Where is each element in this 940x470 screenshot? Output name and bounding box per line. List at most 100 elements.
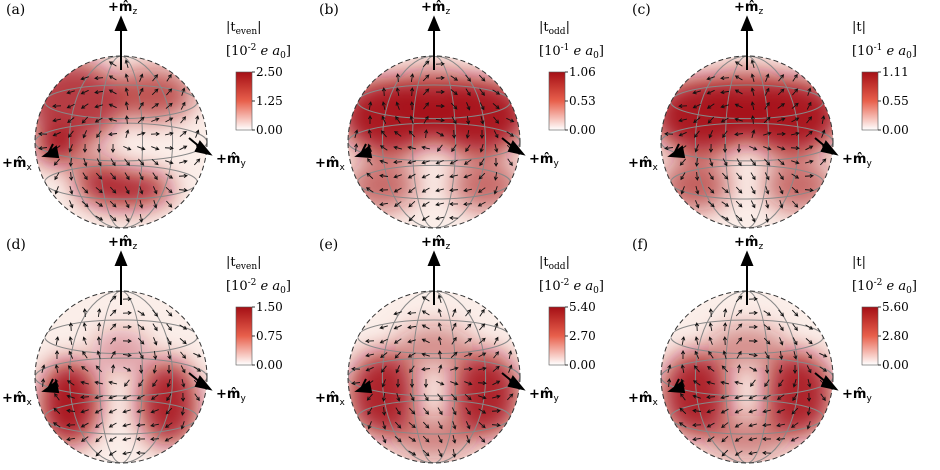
axis-subscript: z xyxy=(132,7,138,17)
field-arrow xyxy=(750,101,755,111)
field-arrow xyxy=(706,436,715,442)
field-arrow xyxy=(166,323,172,331)
field-arrow xyxy=(54,350,60,360)
field-arrow xyxy=(179,338,187,345)
unit-symbol: e a xyxy=(256,44,281,59)
field-arrow xyxy=(124,59,129,68)
field-arrow xyxy=(109,309,117,317)
field-arrow xyxy=(706,409,715,414)
field-arrow xyxy=(194,393,200,402)
field-arrow xyxy=(381,379,386,388)
field-arrow xyxy=(122,409,131,414)
field-arrow xyxy=(748,409,757,414)
field-arrow xyxy=(452,129,457,139)
field-arrow xyxy=(365,353,375,358)
colorbar-tick: 1.11 xyxy=(882,65,909,79)
panel-a: (a) |teven| [10-2 e a0] 2.50 1.25 0.00 +m̂z +m̂… xyxy=(0,0,313,235)
axis-subscript: x xyxy=(652,163,658,173)
field-arrow xyxy=(750,200,756,209)
field-arrow xyxy=(166,88,173,96)
field-arrow xyxy=(96,336,101,346)
field-arrow xyxy=(680,393,686,401)
unit-subscript: 0 xyxy=(906,286,912,296)
field-arrow xyxy=(748,296,758,302)
field-arrow xyxy=(692,437,702,442)
field-arrow xyxy=(423,407,430,415)
field-arrow xyxy=(805,145,814,151)
field-arrow xyxy=(465,407,471,416)
field-arrow xyxy=(707,186,715,194)
field-arrow xyxy=(721,435,729,443)
field-arrow xyxy=(804,173,814,178)
field-arrow xyxy=(722,130,728,139)
field-arrow xyxy=(152,379,158,388)
field-arrow xyxy=(395,378,401,388)
field-arrow xyxy=(151,88,159,96)
field-arrow xyxy=(463,159,472,165)
field-arrow xyxy=(793,351,798,360)
field-arrow xyxy=(776,423,786,428)
field-arrow xyxy=(423,393,429,402)
unit-subscript: 0 xyxy=(593,51,599,61)
field-arrow xyxy=(122,310,132,316)
field-arrow xyxy=(150,409,159,414)
field-arrow xyxy=(479,129,485,139)
field-arrow xyxy=(821,129,826,138)
quantity-subscript: odd xyxy=(548,27,566,37)
field-arrow xyxy=(82,350,88,359)
axis-label-x: +m̂x xyxy=(628,391,658,408)
field-arrow xyxy=(180,351,187,359)
field-arrow xyxy=(805,159,814,164)
field-arrow xyxy=(94,104,103,109)
field-arrow xyxy=(735,295,743,303)
field-arrow xyxy=(477,201,486,207)
field-arrow xyxy=(82,308,87,318)
panel-label: (f) xyxy=(632,237,649,253)
field-arrow xyxy=(122,437,131,442)
field-arrow xyxy=(379,202,389,207)
axis-symbol: +m̂ xyxy=(842,387,867,402)
field-arrow xyxy=(706,395,716,400)
field-arrow xyxy=(379,173,389,178)
field-arrow xyxy=(451,144,457,153)
quantity-subscript: even xyxy=(235,262,258,272)
field-arrow xyxy=(506,117,515,123)
field-arrow xyxy=(95,365,103,373)
sphere-plot-a xyxy=(34,15,255,229)
quantity-symbol: |t xyxy=(539,255,549,270)
field-arrow xyxy=(791,160,800,165)
field-arrow xyxy=(421,187,430,193)
field-arrow xyxy=(464,338,473,344)
field-arrow xyxy=(122,353,132,358)
axis-symbol: +m̂ xyxy=(315,391,340,406)
field-arrow xyxy=(667,364,672,373)
field-arrow xyxy=(410,87,415,97)
field-arrow xyxy=(778,172,784,181)
field-arrow xyxy=(382,435,387,444)
field-arrow xyxy=(493,336,499,345)
field-arrow xyxy=(421,215,430,221)
field-arrow xyxy=(395,365,401,374)
field-arrow xyxy=(68,157,73,167)
field-arrow xyxy=(124,115,129,125)
field-arrow xyxy=(195,115,200,125)
field-arrow xyxy=(81,366,89,372)
field-arrow xyxy=(765,200,770,209)
field-arrow xyxy=(435,216,445,221)
panel-label: (c) xyxy=(632,2,651,18)
field-arrow xyxy=(493,351,500,359)
axis-symbol: +m̂ xyxy=(421,0,446,15)
field-arrow xyxy=(720,104,729,109)
field-arrow xyxy=(96,158,102,167)
field-arrow xyxy=(777,88,785,96)
field-arrow xyxy=(81,186,89,194)
field-arrow xyxy=(493,157,499,167)
colorbar-tick: 0.55 xyxy=(882,94,909,108)
field-arrow xyxy=(409,378,415,388)
field-arrow xyxy=(778,323,784,332)
colorbar-tick: 0.00 xyxy=(569,123,596,137)
field-arrow xyxy=(437,407,443,416)
field-arrow xyxy=(764,158,771,166)
field-arrow xyxy=(680,172,686,181)
field-arrow xyxy=(94,90,104,95)
